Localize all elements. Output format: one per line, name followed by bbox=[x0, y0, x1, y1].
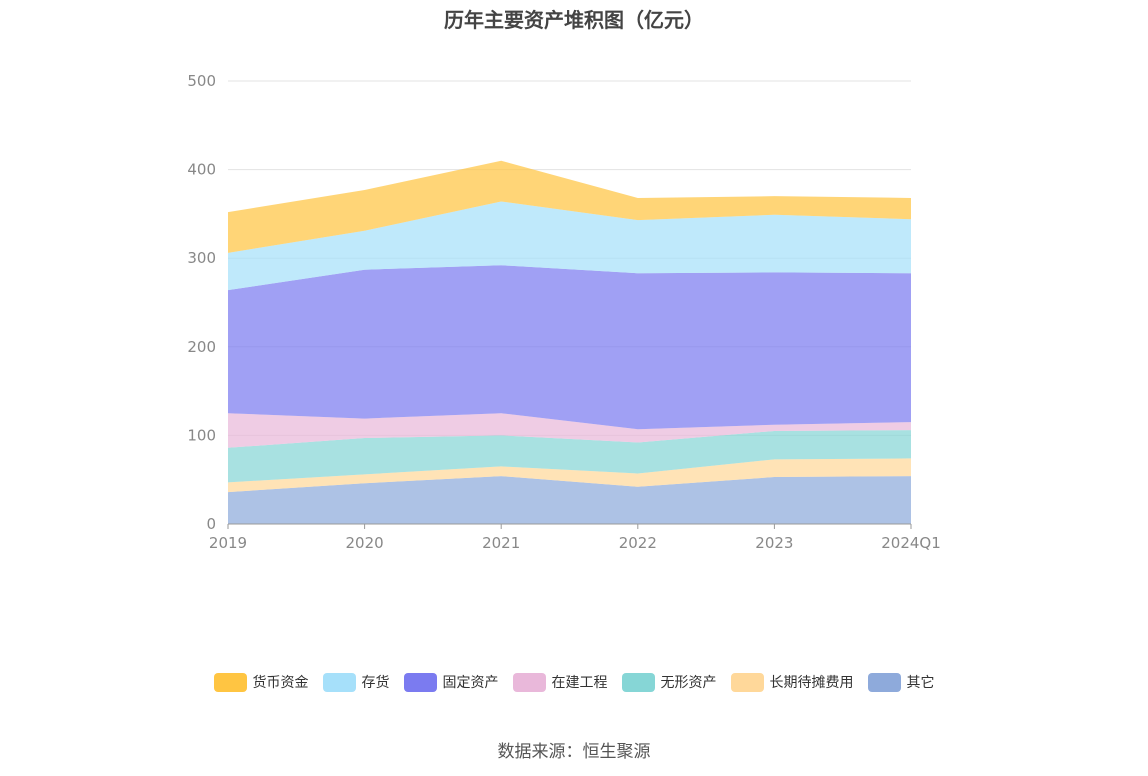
x-tick-label: 2023 bbox=[755, 534, 793, 552]
legend-swatch bbox=[322, 672, 356, 692]
legend-swatch bbox=[730, 672, 764, 692]
legend-item[interactable]: 货币资金 bbox=[213, 672, 309, 692]
legend-item[interactable]: 存货 bbox=[322, 672, 390, 692]
legend-label: 在建工程 bbox=[551, 675, 608, 691]
legend-label: 无形资产 bbox=[660, 675, 717, 691]
legend-swatch bbox=[403, 672, 437, 692]
area-长期待摊费用 bbox=[228, 458, 911, 493]
legend-swatch bbox=[867, 672, 901, 692]
x-tick-label: 2020 bbox=[346, 534, 384, 552]
legend-label: 固定资产 bbox=[442, 675, 499, 691]
legend-item[interactable]: 其它 bbox=[867, 672, 935, 692]
data-source: 数据来源：恒生聚源 bbox=[497, 742, 651, 762]
x-tick-label: 2022 bbox=[619, 534, 657, 552]
y-tick-label: 400 bbox=[187, 161, 216, 179]
y-tick-label: 0 bbox=[206, 515, 216, 533]
x-tick-label: 2024Q1 bbox=[881, 534, 941, 552]
area-series bbox=[228, 160, 911, 524]
legend-swatch bbox=[512, 672, 546, 692]
legend-label: 存货 bbox=[361, 675, 390, 691]
y-tick-label: 500 bbox=[187, 72, 216, 90]
stacked-area-chart: 0 100 200 300 400 500 2019 2020 2021 2022 2023 202… bbox=[187, 72, 941, 552]
chart-title: 历年主要资产堆积图（亿元） bbox=[444, 8, 704, 32]
y-tick-label: 300 bbox=[187, 249, 216, 267]
area-存货 bbox=[228, 201, 911, 291]
area-其它 bbox=[228, 476, 911, 524]
legend-swatch bbox=[621, 672, 655, 692]
legend-item[interactable]: 固定资产 bbox=[403, 672, 499, 692]
area-货币资金 bbox=[228, 160, 911, 253]
y-tick-label: 100 bbox=[187, 426, 216, 444]
y-axis-ticks: 0 100 200 300 400 500 bbox=[187, 72, 216, 533]
legend-label: 货币资金 bbox=[252, 675, 309, 691]
x-tick-label: 2019 bbox=[209, 534, 247, 552]
legend-swatch bbox=[213, 672, 247, 692]
x-axis-ticks: 2019 2020 2021 2022 2023 2024Q1 bbox=[209, 524, 941, 552]
legend-item[interactable]: 在建工程 bbox=[512, 672, 608, 692]
area-固定资产 bbox=[228, 265, 911, 430]
y-tick-label: 200 bbox=[187, 338, 216, 356]
legend-label: 其它 bbox=[906, 675, 935, 691]
area-无形资产 bbox=[228, 430, 911, 483]
legend: 货币资金 存货 固定资产 在建工程 无形资产 长期待摊费用 其它 bbox=[0, 672, 1148, 692]
legend-item[interactable]: 无形资产 bbox=[621, 672, 717, 692]
x-tick-label: 2021 bbox=[482, 534, 520, 552]
area-在建工程 bbox=[228, 413, 911, 448]
legend-label: 长期待摊费用 bbox=[769, 675, 854, 691]
legend-item[interactable]: 长期待摊费用 bbox=[730, 672, 854, 692]
